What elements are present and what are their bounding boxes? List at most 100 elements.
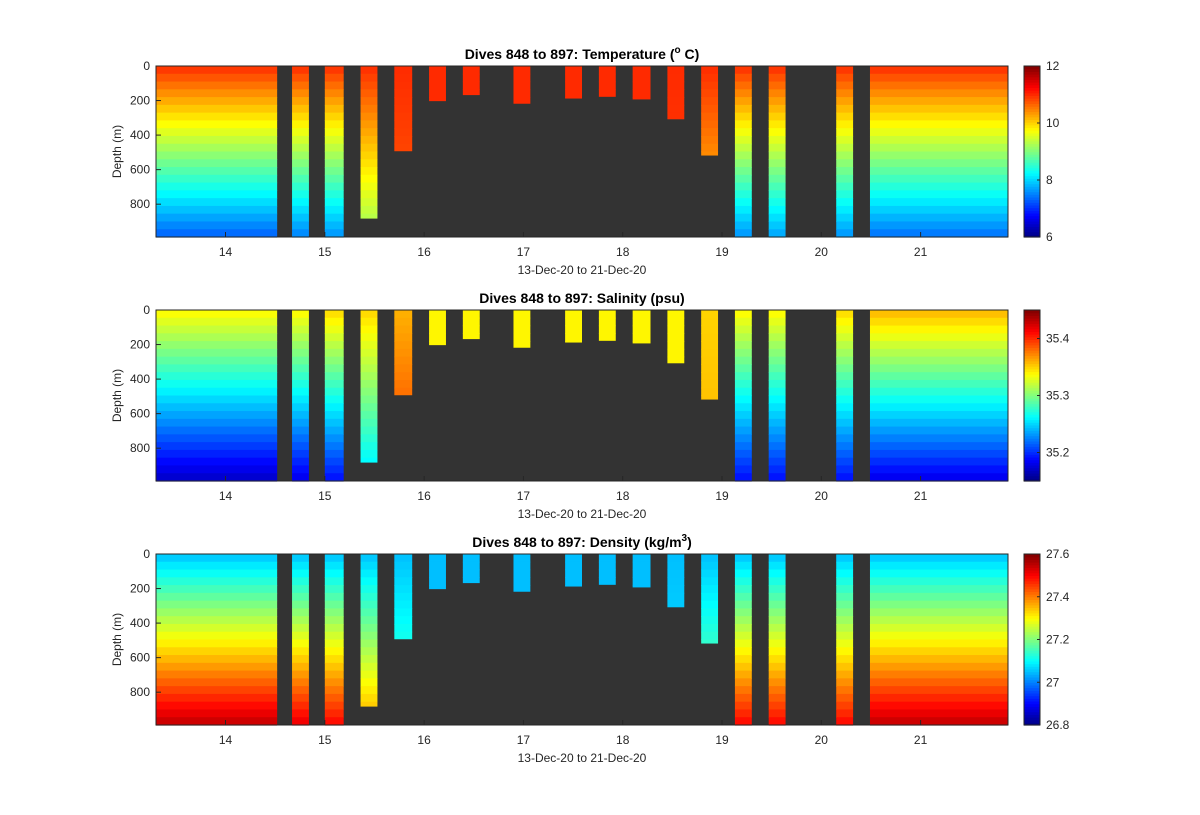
density-y-tick-label: 800 bbox=[130, 685, 150, 699]
density-cell bbox=[836, 693, 854, 703]
temperature-cell bbox=[869, 213, 1008, 223]
density-cell bbox=[734, 569, 752, 578]
density-cell bbox=[667, 569, 685, 578]
temperature-cell bbox=[836, 221, 854, 230]
temperature-cell bbox=[292, 174, 309, 184]
temperature-cell bbox=[667, 112, 685, 120]
density-cell bbox=[701, 592, 719, 602]
density-cell bbox=[701, 608, 719, 617]
density-cell bbox=[324, 639, 344, 648]
density-cell bbox=[360, 701, 378, 707]
density-cell bbox=[768, 662, 786, 672]
salinity-x-tick-label: 20 bbox=[815, 489, 829, 503]
salinity-cell bbox=[156, 310, 278, 319]
temperature-title: Dives 848 to 897: Temperature (o C) bbox=[465, 45, 700, 62]
density-cell bbox=[324, 662, 344, 672]
salinity-colorbar-segment bbox=[1024, 443, 1040, 447]
density-cell bbox=[836, 631, 854, 641]
density-cell bbox=[869, 569, 1008, 578]
temperature-cell bbox=[667, 97, 685, 106]
density-cell bbox=[324, 686, 344, 695]
density-colorbar-segment bbox=[1024, 588, 1040, 592]
temperature-cell bbox=[156, 81, 278, 90]
density-cell bbox=[632, 577, 651, 586]
temperature-cell bbox=[156, 97, 278, 106]
salinity-cell bbox=[156, 449, 278, 459]
salinity-cell bbox=[292, 372, 309, 381]
density-cell bbox=[869, 608, 1008, 617]
salinity-cell bbox=[869, 418, 1008, 428]
density-colorbar-segment bbox=[1024, 615, 1040, 619]
temperature-colorbar-segment bbox=[1024, 84, 1040, 88]
salinity-cell bbox=[632, 317, 651, 327]
salinity-profile bbox=[324, 310, 344, 482]
salinity-cell bbox=[632, 341, 651, 344]
temperature-colorbar-segment bbox=[1024, 100, 1040, 104]
temperature-cell bbox=[836, 97, 854, 106]
temperature-cell bbox=[598, 81, 616, 90]
salinity-title: Dives 848 to 897: Salinity (psu) bbox=[479, 290, 684, 306]
density-cell bbox=[156, 686, 278, 695]
salinity-colorbar-segment bbox=[1024, 315, 1040, 319]
density-x-axis-label: 13-Dec-20 to 21-Dec-20 bbox=[518, 751, 647, 765]
temperature-colorbar-segment bbox=[1024, 130, 1040, 134]
temperature-cell bbox=[632, 73, 651, 83]
salinity-cell bbox=[394, 341, 413, 350]
salinity-cell bbox=[156, 403, 278, 412]
temperature-cell bbox=[565, 89, 582, 98]
density-colorbar-segment bbox=[1024, 719, 1040, 723]
salinity-cell bbox=[156, 364, 278, 373]
density-cell bbox=[869, 678, 1008, 687]
salinity-cell bbox=[869, 341, 1008, 350]
temperature-cell bbox=[701, 135, 719, 145]
temperature-colorbar-segment bbox=[1024, 143, 1040, 147]
density-cell bbox=[513, 577, 531, 586]
salinity-cell bbox=[324, 372, 344, 381]
salinity-colorbar-segment bbox=[1024, 475, 1040, 479]
temperature-cell bbox=[768, 135, 786, 145]
temperature-cell bbox=[324, 198, 344, 207]
density-cell bbox=[360, 616, 378, 625]
salinity-colorbar-segment bbox=[1024, 403, 1040, 407]
density-cell bbox=[462, 569, 480, 578]
temperature-profile bbox=[598, 66, 616, 97]
temperature-y-axis-label: Depth (m) bbox=[110, 125, 124, 178]
density-profile bbox=[768, 554, 786, 726]
density-cell bbox=[292, 678, 309, 687]
temperature-cell bbox=[156, 221, 278, 230]
temperature-profile bbox=[360, 66, 378, 219]
density-cell bbox=[394, 561, 413, 571]
temperature-cell bbox=[836, 143, 854, 153]
temperature-cell bbox=[156, 174, 278, 184]
density-colorbar-segment bbox=[1024, 636, 1040, 641]
temperature-colorbar-box bbox=[1023, 65, 1041, 238]
density-cell bbox=[156, 561, 278, 571]
density-cell bbox=[324, 623, 344, 633]
temperature-cell bbox=[734, 198, 752, 207]
density-cell bbox=[701, 639, 719, 644]
salinity-cell bbox=[156, 387, 278, 397]
density-colorbar-segment bbox=[1024, 580, 1040, 584]
density-cell bbox=[324, 585, 344, 594]
density-cell bbox=[292, 631, 309, 641]
salinity-cell bbox=[768, 449, 786, 459]
temperature-cell bbox=[869, 143, 1008, 153]
salinity-colorbar-segment bbox=[1024, 310, 1040, 314]
density-cell bbox=[836, 554, 854, 563]
temperature-cell bbox=[869, 66, 1008, 75]
density-profile bbox=[701, 554, 719, 644]
density-colorbar-segment bbox=[1024, 666, 1040, 670]
salinity-cell bbox=[836, 356, 854, 366]
temperature-cell bbox=[324, 81, 344, 90]
density-cell bbox=[701, 616, 719, 625]
temperature-cell bbox=[836, 159, 854, 168]
salinity-cell bbox=[836, 434, 854, 443]
density-colorbar-segment bbox=[1024, 564, 1040, 568]
salinity-cell bbox=[324, 418, 344, 428]
temperature-cell bbox=[156, 143, 278, 153]
density-cell bbox=[156, 600, 278, 610]
density-panel: 14 15 16 17 18 19 20 21 0 200 400 600 800 13-Dec-20 t… bbox=[110, 533, 1070, 765]
density-cell bbox=[598, 561, 616, 571]
temperature-profile bbox=[429, 66, 446, 102]
